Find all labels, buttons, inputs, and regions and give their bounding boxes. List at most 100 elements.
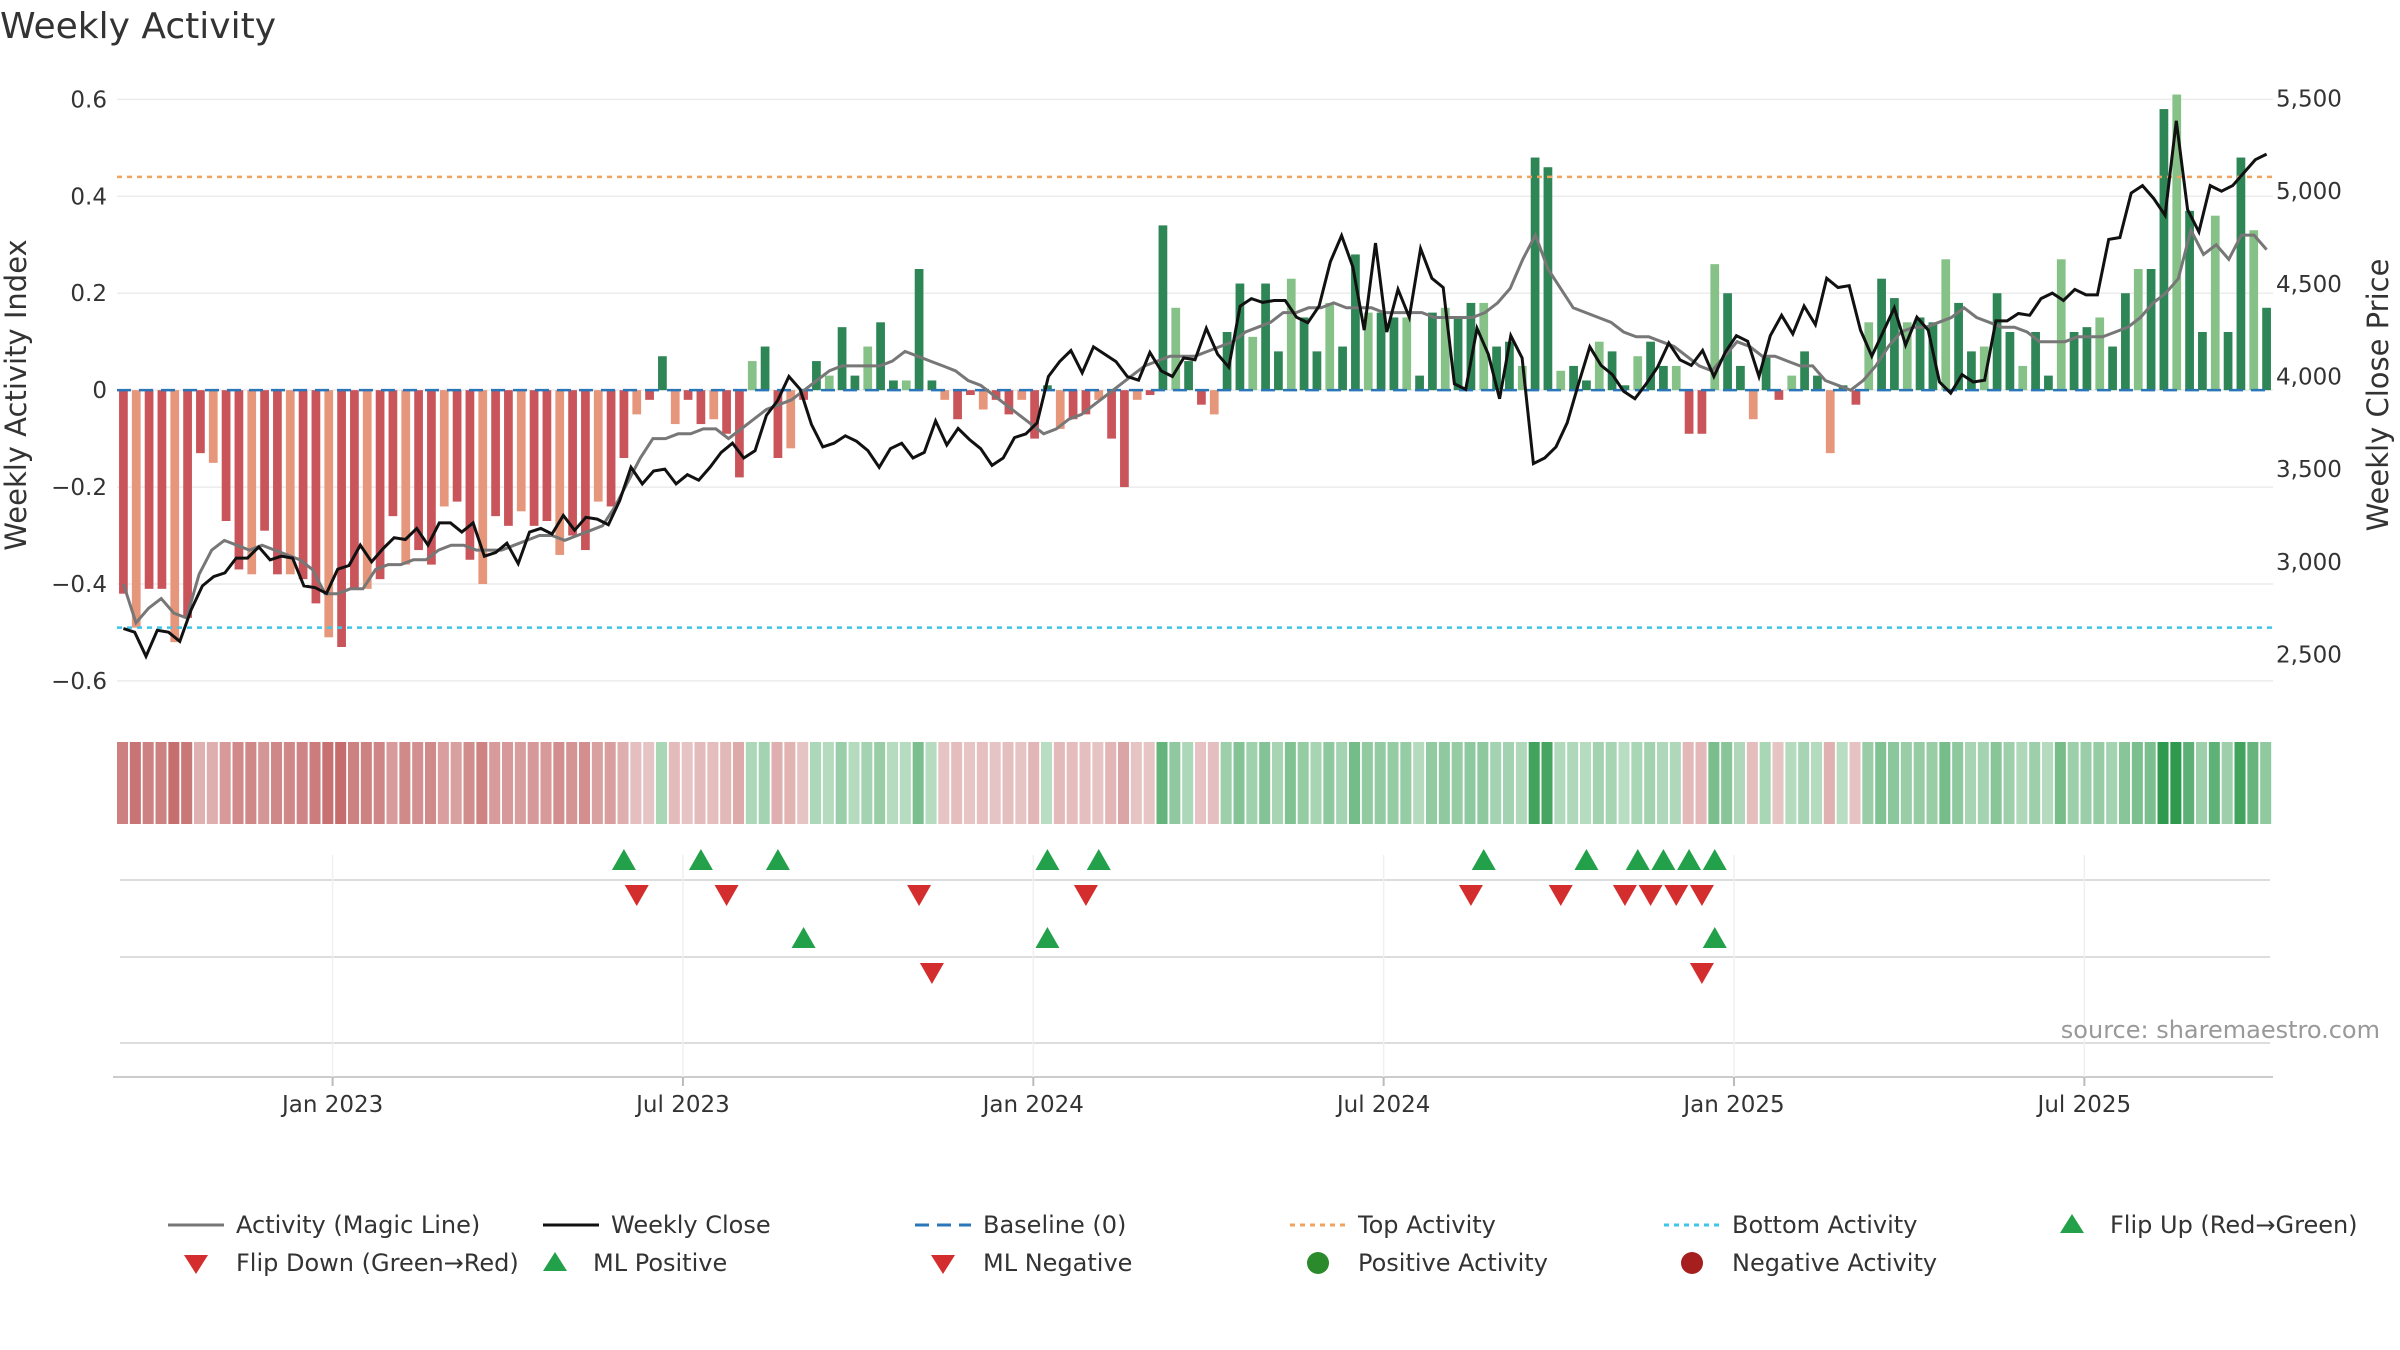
activity-bar xyxy=(2172,94,2182,391)
activity-bar xyxy=(1723,293,1732,391)
heat-cell xyxy=(2093,742,2105,824)
ml-positive-marker xyxy=(1035,927,1060,948)
activity-bar xyxy=(876,322,885,391)
activity-bar xyxy=(298,390,308,580)
heat-cell xyxy=(2119,742,2131,824)
activity-bar xyxy=(1864,322,1874,391)
activity-bar xyxy=(362,390,372,589)
heat-cell xyxy=(1644,742,1656,824)
flip-down-marker xyxy=(1664,885,1689,906)
x-tick-label: Jan 2024 xyxy=(981,1092,1084,1118)
activity-bar xyxy=(837,327,847,391)
legend-key-positive-activity xyxy=(1307,1252,1329,1274)
heat-cell xyxy=(1746,742,1758,824)
heat-cell xyxy=(2003,742,2015,824)
activity-bar xyxy=(144,390,154,589)
heat-cell xyxy=(2029,742,2041,824)
activity-bar xyxy=(273,390,282,575)
heat-cell xyxy=(553,742,565,824)
activity-bar xyxy=(427,390,436,565)
flip-up-marker xyxy=(688,849,713,870)
activity-bar xyxy=(966,390,975,395)
legend-key-ml-negative xyxy=(931,1255,955,1274)
activity-bar xyxy=(208,390,218,463)
heat-cell xyxy=(797,742,809,824)
heat-cell xyxy=(2221,742,2233,824)
heat-cell xyxy=(1041,742,1053,824)
heat-cell xyxy=(566,742,578,824)
activity-bar xyxy=(2082,327,2092,391)
flip-up-marker xyxy=(1035,849,1060,870)
activity-bar xyxy=(1915,317,1925,391)
heat-cell xyxy=(1195,742,1207,824)
heat-cell xyxy=(1592,742,1604,824)
activity-bar xyxy=(1261,283,1270,391)
activity-bar xyxy=(491,390,500,517)
heat-cell xyxy=(1875,742,1887,824)
activity-bar xyxy=(901,380,911,391)
heat-cell xyxy=(194,742,206,824)
heat-cell xyxy=(899,742,911,824)
heat-cell xyxy=(1053,742,1065,824)
activity-bar xyxy=(2159,109,2169,391)
activity-bar xyxy=(2095,317,2105,391)
heat-cell xyxy=(283,742,295,824)
heat-cell xyxy=(1246,742,1258,824)
heat-cell xyxy=(1323,742,1335,824)
ml-negative-marker xyxy=(1689,963,1714,984)
heat-cell xyxy=(1220,742,1232,824)
flip-down-marker xyxy=(1073,885,1098,906)
heat-cell xyxy=(1118,742,1130,824)
activity-bar xyxy=(1274,351,1283,391)
heat-cell xyxy=(1657,742,1669,824)
heat-cell xyxy=(2234,742,2246,824)
y2-tick-label: 4,000 xyxy=(2276,364,2342,390)
y2-tick-label: 5,500 xyxy=(2276,87,2342,113)
activity-bar xyxy=(1787,375,1797,391)
activity-bar xyxy=(452,390,462,502)
activity-bar xyxy=(1197,390,1206,405)
source-note: source: sharemaestro.com xyxy=(2061,1016,2380,1044)
activity-bar xyxy=(131,390,141,628)
activity-bar xyxy=(812,361,821,391)
activity-bar xyxy=(221,390,231,521)
heat-cell xyxy=(1477,742,1489,824)
activity-bar xyxy=(1967,351,1976,391)
activity-bar xyxy=(1736,365,1745,391)
heat-cell xyxy=(1554,742,1566,824)
heat-cell xyxy=(1605,742,1617,824)
activity-bar xyxy=(1582,380,1591,391)
heat-cell xyxy=(1862,742,1874,824)
heat-cell xyxy=(360,742,372,824)
activity-bar xyxy=(619,390,629,458)
heat-cell xyxy=(1207,742,1219,824)
activity-bar xyxy=(1132,390,1142,400)
heat-cell xyxy=(1631,742,1643,824)
heat-cell xyxy=(938,742,950,824)
activity-bar xyxy=(1338,346,1347,391)
heat-cell xyxy=(822,742,834,824)
heat-cell xyxy=(527,742,539,824)
activity-bar xyxy=(1505,341,1514,391)
activity-bar xyxy=(1145,390,1155,395)
activity-bar xyxy=(670,390,680,425)
heat-cell xyxy=(245,742,257,824)
heat-cell xyxy=(1682,742,1694,824)
legend: Activity (Magic Line) Weekly Close Baselin… xyxy=(168,1211,2358,1277)
heat-cell xyxy=(2247,742,2259,824)
legend-key-negative-activity xyxy=(1681,1252,1703,1274)
legend-key-ml-positive xyxy=(543,1252,567,1271)
heat-cell xyxy=(1336,742,1348,824)
heat-cell xyxy=(1438,742,1450,824)
activity-bar xyxy=(850,375,860,391)
activity-bar xyxy=(889,380,898,391)
activity-bar xyxy=(1351,254,1360,391)
ml-positive-marker xyxy=(1702,927,1727,948)
activity-bar xyxy=(658,356,667,391)
x-tick-label: Jul 2024 xyxy=(1335,1092,1431,1118)
activity-bar xyxy=(2236,157,2246,391)
flip-down-marker xyxy=(907,885,932,906)
heat-cell xyxy=(1374,742,1386,824)
activity-bar xyxy=(1594,341,1604,391)
heat-cell xyxy=(1926,742,1938,824)
